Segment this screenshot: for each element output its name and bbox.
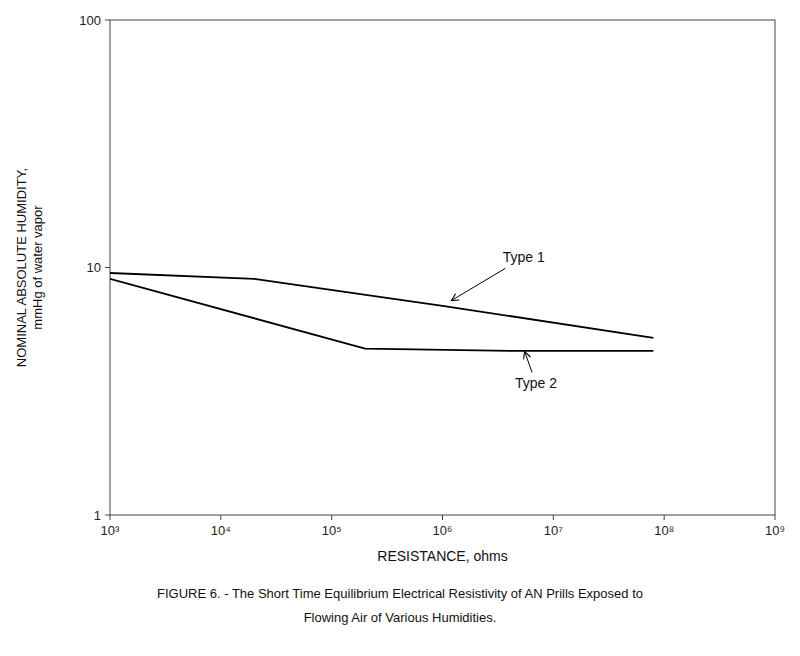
- x-tick: [331, 515, 332, 520]
- x-tick-label: 10³: [101, 523, 120, 538]
- x-tick: [110, 515, 111, 520]
- series-line: [110, 273, 653, 338]
- y-axis-label: NOMINAL ABSOLUTE HUMIDITY,mmHg of water …: [14, 168, 45, 367]
- x-tick-label: 10⁵: [322, 523, 342, 538]
- annotations: Type 1 Type 2: [451, 249, 557, 391]
- x-tick-label: 10⁶: [433, 523, 453, 538]
- y-tick: [105, 515, 110, 516]
- chart: 10³ 10⁴ 10⁵ 10⁶ 10⁷ 10⁸ 10⁹ 1 10 100 RESISTANCE, o…: [0, 0, 800, 656]
- y-tick-label: 1: [94, 508, 101, 523]
- x-tick-label: 10⁸: [654, 523, 674, 538]
- annotation-text: Type 2: [515, 375, 557, 391]
- y-tick-label: 100: [79, 13, 101, 28]
- caption: FIGURE 6. - The Short Time Equilibrium E…: [157, 586, 643, 601]
- x-axis-label: RESISTANCE, ohms: [377, 548, 507, 564]
- annotation-arrow: [525, 351, 533, 372]
- x-tick-label: 10⁴: [211, 523, 231, 538]
- y-tick-label: 10: [87, 260, 101, 275]
- y-tick: [105, 20, 110, 21]
- caption: Flowing Air of Various Humidities.: [304, 610, 497, 625]
- annotation-text: Type 1: [503, 249, 545, 265]
- y-tick: [105, 267, 110, 268]
- x-tick: [442, 515, 443, 520]
- x-tick: [664, 515, 665, 520]
- plot-frame: [110, 20, 775, 515]
- annotation-arrow: [451, 268, 505, 300]
- x-tick: [220, 515, 221, 520]
- series-line: [110, 279, 653, 351]
- axes: 10³ 10⁴ 10⁵ 10⁶ 10⁷ 10⁸ 10⁹ 1 10 100: [79, 13, 785, 539]
- x-tick-label: 10⁷: [544, 523, 563, 538]
- x-tick: [553, 515, 554, 520]
- series-group: [110, 273, 653, 351]
- x-tick: [775, 515, 776, 520]
- x-tick-label: 10⁹: [765, 523, 785, 538]
